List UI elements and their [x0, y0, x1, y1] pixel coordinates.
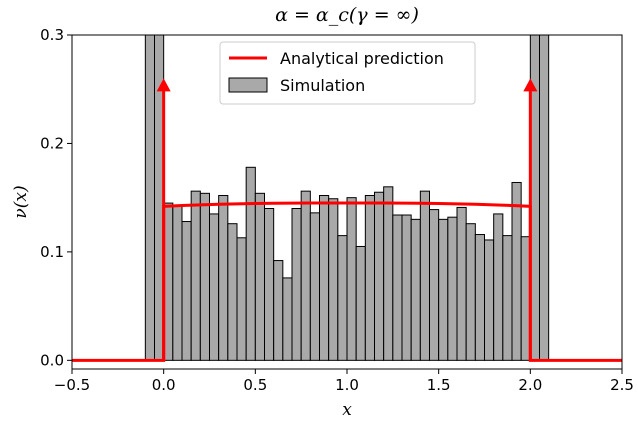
histogram-bar: [144, 35, 155, 361]
histogram-bar: [273, 260, 284, 361]
legend-label-simulation: Simulation: [280, 76, 365, 95]
histogram-bar: [429, 209, 440, 361]
analytical-line: [72, 201, 622, 362]
histogram-bar: [264, 208, 275, 361]
histogram-bar: [511, 181, 522, 361]
histogram-bar: [337, 235, 348, 361]
legend: Analytical prediction Simulation: [219, 41, 476, 105]
histogram-bars: [144, 35, 550, 361]
histogram-bar: [410, 218, 421, 361]
y-tick-label: 0.1: [40, 243, 64, 261]
x-tick-label: 0.5: [243, 376, 267, 394]
histogram-bar: [309, 212, 321, 361]
histogram-bar: [245, 166, 256, 361]
histogram-bar: [199, 192, 210, 361]
histogram-bar: [319, 194, 330, 361]
y-tick-label: 0.3: [40, 26, 64, 44]
histogram-bar: [474, 234, 486, 361]
histogram-bar: [300, 190, 311, 361]
histogram-bar: [209, 213, 220, 361]
histogram-bar: [484, 239, 495, 361]
chart-title: α = α_c(γ = ∞): [275, 4, 419, 26]
x-tick-label: 2.0: [518, 376, 542, 394]
histogram-bar: [181, 221, 192, 361]
histogram-bar: [392, 214, 403, 361]
histogram-bar: [346, 197, 357, 361]
x-tick-label: 1.5: [427, 376, 451, 394]
histogram-bar: [355, 245, 366, 361]
legend-patch-swatch: [228, 77, 268, 93]
analytical-curve: [72, 201, 622, 362]
histogram-bar: [383, 186, 394, 361]
legend-label-analytical: Analytical prediction: [280, 49, 444, 68]
delta-arrow-head: [523, 78, 538, 92]
histogram-bar: [465, 223, 476, 361]
y-tick-label: 0.0: [40, 351, 64, 369]
histogram-bar: [364, 194, 376, 361]
legend-box: [219, 41, 476, 105]
histogram-bar: [218, 194, 229, 361]
histogram-bar: [236, 237, 247, 361]
histogram-bar: [502, 235, 513, 361]
histogram-bar: [374, 191, 385, 361]
histogram-bar: [328, 198, 339, 361]
histogram-bar: [419, 190, 431, 361]
histogram-bar: [401, 214, 412, 361]
histogram-bar: [282, 277, 293, 361]
histogram-bar: [254, 192, 265, 361]
x-axis-ticks: −0.5 0.0 0.5 1.0 1.5 2.0 2.5: [54, 369, 634, 394]
x-tick-label: 0.0: [152, 376, 176, 394]
histogram-bar: [456, 206, 467, 361]
y-axis-ticks: 0.0 0.1 0.2 0.3: [40, 26, 72, 369]
delta-arrows: [156, 78, 538, 361]
delta-arrow-head: [156, 78, 171, 92]
histogram-bar: [172, 205, 183, 361]
histogram-bar: [438, 218, 449, 361]
histogram-bar: [539, 35, 550, 361]
histogram-bar: [291, 208, 302, 361]
x-axis-label: x: [342, 400, 352, 420]
y-tick-label: 0.2: [40, 134, 64, 152]
x-tick-label: −0.5: [54, 376, 90, 394]
x-tick-label: 2.5: [610, 376, 634, 394]
y-axis-label: ν(x): [11, 185, 31, 218]
histogram-bar: [190, 190, 201, 361]
histogram-bar: [227, 223, 238, 361]
histogram-bar: [447, 216, 458, 361]
x-tick-label: 1.0: [335, 376, 359, 394]
histogram-bar: [493, 213, 504, 361]
